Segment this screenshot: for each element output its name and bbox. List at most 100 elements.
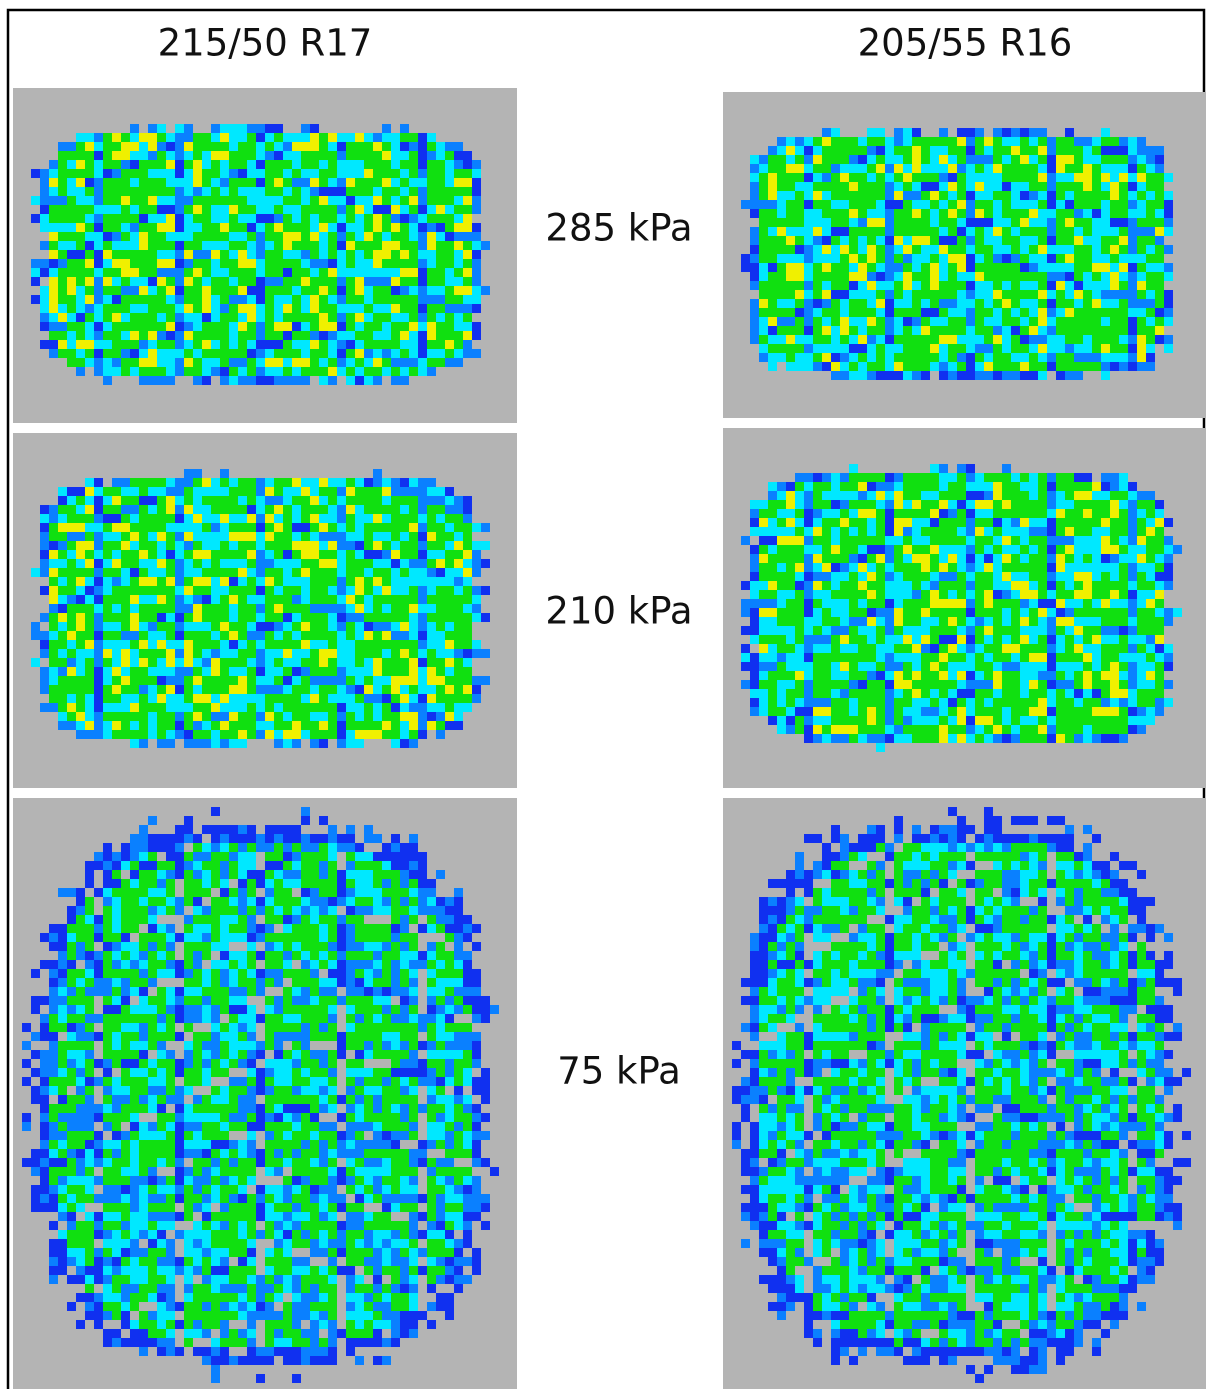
- pressure-cell: [211, 532, 220, 541]
- pressure-cell: [993, 581, 1002, 590]
- pressure-cell: [382, 640, 391, 649]
- pressure-cell: [957, 317, 966, 326]
- pressure-cell: [202, 622, 211, 631]
- pressure-cell: [382, 577, 391, 586]
- pressure-cell: [76, 322, 85, 331]
- pressure-cell: [112, 631, 121, 640]
- pressure-cell: [337, 595, 346, 604]
- pressure-cell: [391, 586, 400, 595]
- pressure-cell: [939, 554, 948, 563]
- pressure-cell: [454, 304, 463, 313]
- pressure-cell: [1020, 218, 1029, 227]
- pressure-cell: [463, 676, 472, 685]
- pressure-cell: [1092, 164, 1101, 173]
- pressure-cell: [1083, 191, 1092, 200]
- pressure-cell: [1074, 344, 1083, 353]
- pressure-cell: [1146, 173, 1155, 182]
- pressure-cell: [364, 595, 373, 604]
- pressure-cell: [822, 299, 831, 308]
- pressure-cell: [445, 331, 454, 340]
- pressure-cell: [984, 335, 993, 344]
- pressure-cell: [175, 349, 184, 358]
- pressure-cell: [166, 550, 175, 559]
- pressure-cell: [1029, 527, 1038, 536]
- pressure-cell: [1047, 473, 1056, 482]
- pressure-cell: [993, 308, 1002, 317]
- pressure-cell: [1119, 299, 1128, 308]
- pressure-cell: [885, 209, 894, 218]
- pressure-cell: [58, 658, 67, 667]
- pressure-cell: [1119, 572, 1128, 581]
- pressure-cell: [382, 685, 391, 694]
- pressure-cell: [283, 160, 292, 169]
- pressure-cell: [885, 290, 894, 299]
- pressure-cell: [1038, 191, 1047, 200]
- pressure-cell: [768, 254, 777, 263]
- pressure-cell: [984, 146, 993, 155]
- pressure-cell: [921, 509, 930, 518]
- pressure-cell: [67, 151, 76, 160]
- pressure-cell: [319, 151, 328, 160]
- pressure-cell: [265, 187, 274, 196]
- pressure-cell: [355, 322, 364, 331]
- pressure-cell: [175, 541, 184, 550]
- pressure-cell: [337, 259, 346, 268]
- pressure-cell: [184, 133, 193, 142]
- pressure-cell: [85, 478, 94, 487]
- pressure-cell: [67, 721, 76, 730]
- pressure-cell: [1146, 344, 1155, 353]
- pressure-cell: [301, 376, 310, 385]
- pressure-cell: [85, 160, 94, 169]
- pressure-cell: [921, 344, 930, 353]
- pressure-cell: [355, 496, 364, 505]
- pressure-cell: [148, 640, 157, 649]
- pressure-cell: [175, 151, 184, 160]
- pressure-cell: [238, 505, 247, 514]
- pressure-cell: [274, 622, 283, 631]
- pressure-cell: [346, 214, 355, 223]
- pressure-cell: [373, 730, 382, 739]
- pressure-cell: [67, 712, 76, 721]
- pressure-cell: [1047, 146, 1056, 155]
- pressure-cell: [427, 649, 436, 658]
- pressure-cell: [400, 676, 409, 685]
- pressure-cell: [229, 523, 238, 532]
- pressure-cell: [247, 304, 256, 313]
- pressure-cell: [229, 313, 238, 322]
- pressure-cell: [903, 554, 912, 563]
- pressure-cell: [229, 532, 238, 541]
- pressure-cell: [463, 259, 472, 268]
- pressure-cell: [130, 622, 139, 631]
- pressure-cell: [885, 137, 894, 146]
- pressure-cell: [355, 205, 364, 214]
- pressure-cell: [166, 340, 175, 349]
- pressure-cell: [247, 730, 256, 739]
- pressure-cell: [175, 124, 184, 133]
- pressure-cell: [346, 349, 355, 358]
- pressure-cell: [975, 200, 984, 209]
- pressure-cell: [175, 694, 184, 703]
- pressure-cell: [157, 523, 166, 532]
- pressure-cell: [301, 259, 310, 268]
- pressure-cell: [166, 268, 175, 277]
- pressure-cell: [292, 286, 301, 295]
- pressure-cell: [247, 550, 256, 559]
- pressure-cell: [328, 586, 337, 595]
- pressure-cell: [1020, 590, 1029, 599]
- pressure-cell: [1101, 146, 1110, 155]
- pressure-cell: [804, 308, 813, 317]
- pressure-cell: [1020, 344, 1029, 353]
- pressure-cell: [292, 685, 301, 694]
- pressure-cell: [283, 313, 292, 322]
- pressure-cell: [265, 286, 274, 295]
- pressure-cell: [292, 178, 301, 187]
- pressure-cell: [166, 322, 175, 331]
- pressure-cell: [130, 514, 139, 523]
- pressure-cell: [373, 703, 382, 712]
- pressure-cell: [382, 124, 391, 133]
- pressure-cell: [777, 500, 786, 509]
- pressure-cell: [1083, 137, 1092, 146]
- pressure-cell: [454, 712, 463, 721]
- pressure-cell: [1011, 563, 1020, 572]
- pressure-cell: [1101, 509, 1110, 518]
